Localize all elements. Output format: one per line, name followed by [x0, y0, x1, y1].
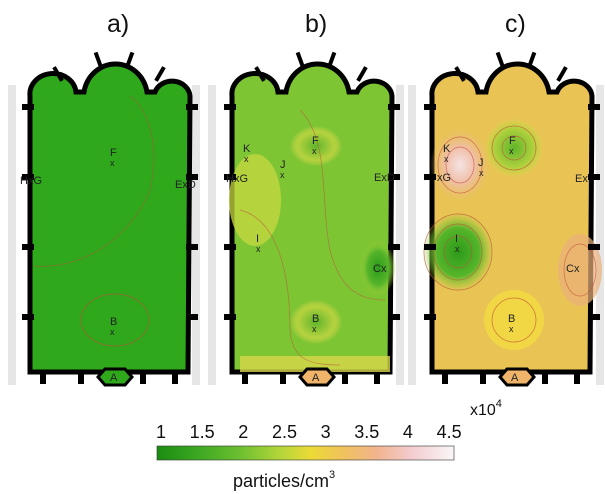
panel-a-point-A: A — [110, 372, 118, 384]
panel-b: K x HxG J x F x ExD I x Cx B x A — [208, 51, 404, 387]
panel-label-b: b) — [305, 10, 327, 38]
panel-c-point-I: I — [455, 233, 458, 245]
svg-text:x: x — [244, 154, 249, 164]
panel-b-point-F: F — [312, 135, 319, 147]
panel-a-floorplan — [27, 61, 193, 375]
panel-label-c: c) — [505, 10, 526, 38]
colorbar-unit-exponent: 3 — [329, 469, 335, 481]
svg-text:x: x — [280, 170, 285, 180]
svg-text:x: x — [455, 244, 460, 254]
svg-text:x: x — [479, 168, 484, 178]
colorbar-unit-text: particles/cm — [233, 471, 329, 491]
colorbar-tick-label: 3.5 — [354, 422, 379, 442]
colorbar-tick-label: 1.5 — [190, 422, 215, 442]
panel-b-point-J: J — [280, 159, 286, 171]
panel-c-point-B: B — [508, 313, 515, 325]
colorbar-unit: particles/cm3 — [233, 469, 335, 491]
panel-b-point-ExD: ExD — [374, 172, 395, 184]
colorbar-tick-label: 4.5 — [437, 422, 462, 442]
svg-text:x: x — [509, 324, 514, 334]
colorbar-ticks: 1 1.5 2 2.5 3 3.5 4 4.5 — [156, 422, 462, 442]
panel-c-point-F: F — [509, 135, 516, 147]
panel-b-point-HxG: HxG — [226, 173, 248, 185]
panel-label-a: a) — [107, 10, 129, 38]
panel-b-floorplan — [229, 61, 395, 375]
panel-a: F x HxG ExD B x A — [8, 51, 200, 387]
panel-c-point-A: A — [511, 372, 519, 384]
svg-text:x: x — [110, 327, 115, 337]
svg-text:x: x — [256, 244, 261, 254]
svg-text:x: x — [312, 146, 317, 156]
colorbar-tick-label: 2 — [238, 422, 248, 442]
colorbar-tick-label: 4 — [403, 422, 413, 442]
panel-c-point-K: K — [443, 143, 451, 155]
svg-text:x: x — [110, 158, 115, 168]
panel-c-point-Cx: Cx — [566, 263, 580, 275]
colorbar-scale-base: x10 — [470, 402, 496, 419]
panel-b-point-B: B — [312, 313, 319, 325]
panel-a-point-HxG: HxG — [20, 175, 42, 187]
panel-a-point-B: B — [110, 316, 117, 328]
panel-c-point-xG: xG — [437, 172, 451, 184]
panel-b-point-I: I — [256, 233, 259, 245]
svg-text:x: x — [509, 146, 514, 156]
panel-a-point-ExD: ExD — [175, 179, 196, 191]
panel-b-point-K: K — [243, 143, 251, 155]
panel-b-point-Cx: Cx — [373, 263, 387, 275]
svg-text:x: x — [444, 154, 449, 164]
panel-a-point-F: F — [110, 147, 117, 159]
panel-c-point-Ex: Ex — [575, 173, 588, 185]
colorbar-scale-exponent: 4 — [496, 398, 502, 410]
panel-c-point-J: J — [478, 157, 484, 169]
svg-text:x: x — [312, 324, 317, 334]
colorbar-tick-label: 2.5 — [272, 422, 297, 442]
colorbar-gradient — [156, 445, 455, 461]
colorbar-tick-label: 3 — [321, 422, 331, 442]
colorbar: 1 1.5 2 2.5 3 3.5 4 4.5 x104 particles/cm3 — [156, 398, 502, 491]
panel-c: K x xG J x F x Ex I x Cx B x A — [408, 51, 604, 387]
colorbar-scale: x104 — [470, 398, 502, 419]
colorbar-tick-label: 1 — [156, 422, 166, 442]
panel-b-point-A: A — [312, 372, 320, 384]
